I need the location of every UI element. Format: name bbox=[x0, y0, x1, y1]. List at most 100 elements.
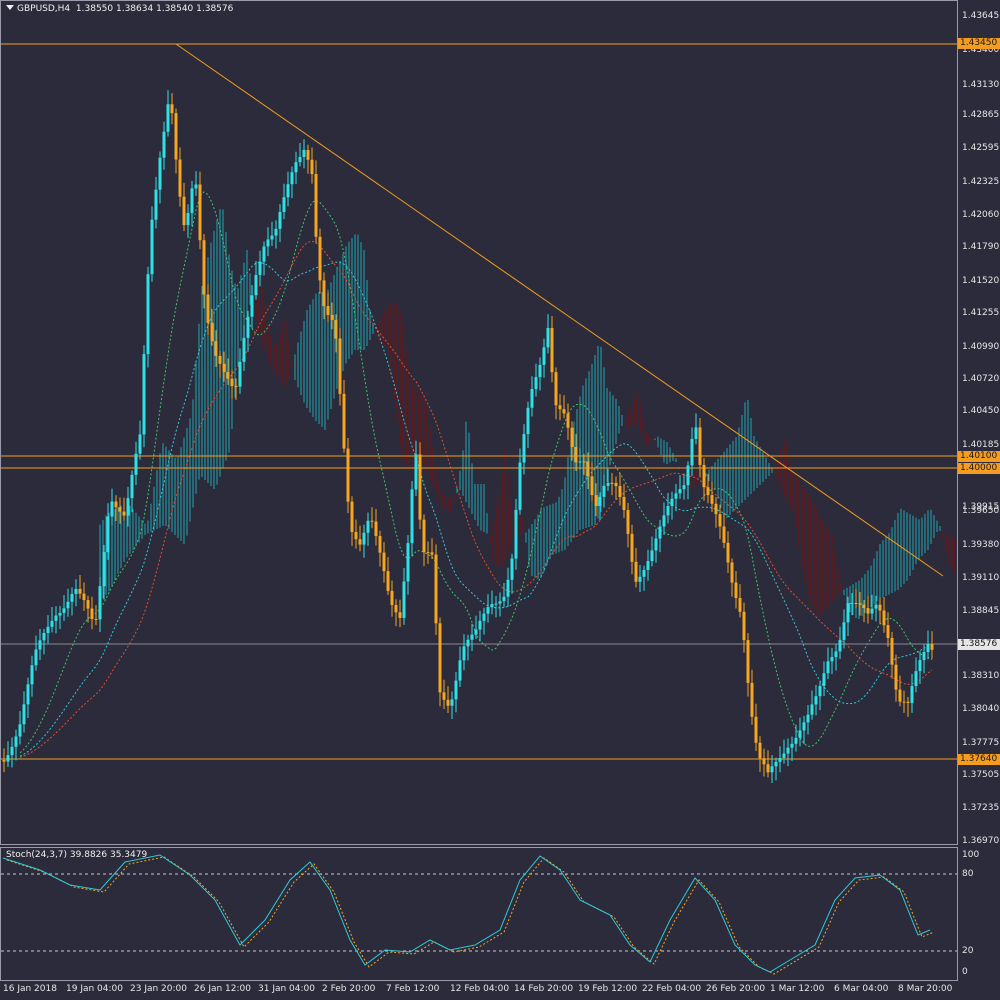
candle-body bbox=[46, 626, 50, 633]
candle-body bbox=[282, 197, 286, 213]
date-tick: 1 Mar 12:00 bbox=[770, 984, 825, 994]
candle-body bbox=[554, 372, 558, 406]
candle-body bbox=[574, 447, 578, 463]
price-tick: 1.42325 bbox=[962, 177, 1000, 187]
candle-body bbox=[50, 620, 54, 627]
candle-body bbox=[746, 640, 750, 683]
price-tick: 1.41520 bbox=[962, 276, 1000, 286]
candle-body bbox=[170, 104, 174, 114]
candle-body bbox=[238, 361, 242, 387]
symbol-label: GBPUSD,H4 bbox=[17, 4, 71, 14]
trendline bbox=[175, 43, 944, 577]
candle-body bbox=[146, 274, 150, 355]
candle-body bbox=[682, 485, 686, 490]
candle-body bbox=[410, 489, 414, 544]
candle-body bbox=[362, 532, 366, 545]
price-tick: 1.41255 bbox=[962, 308, 1000, 318]
candle-body bbox=[558, 405, 562, 410]
candle-body bbox=[734, 582, 738, 598]
chevron-down-icon[interactable] bbox=[6, 5, 14, 10]
candle-body bbox=[254, 274, 258, 296]
candle-body bbox=[214, 341, 218, 356]
candle-body bbox=[686, 465, 690, 486]
candle-body bbox=[118, 507, 122, 512]
candle-body bbox=[82, 593, 86, 601]
candle-body bbox=[14, 736, 18, 747]
candle-body bbox=[570, 427, 574, 448]
ma-slow-line bbox=[19, 240, 933, 758]
candle-body bbox=[906, 701, 910, 703]
candle-body bbox=[846, 603, 850, 623]
candle-body bbox=[406, 543, 410, 582]
candle-body bbox=[902, 701, 906, 703]
date-tick: 22 Feb 04:00 bbox=[642, 984, 702, 994]
candle-body bbox=[230, 378, 234, 387]
candle-body bbox=[642, 569, 646, 577]
price-tick: 1.39650 bbox=[962, 506, 1000, 516]
price-tick: 1.42865 bbox=[962, 110, 1000, 120]
date-tick: 26 Jan 12:00 bbox=[194, 984, 251, 994]
candle-body bbox=[166, 104, 170, 132]
candle-body bbox=[630, 533, 634, 562]
candle-body bbox=[818, 685, 822, 697]
candle-body bbox=[454, 680, 458, 700]
candle-body bbox=[210, 322, 214, 342]
candle-body bbox=[90, 608, 94, 619]
candle-body bbox=[258, 261, 262, 275]
candle-body bbox=[578, 461, 582, 463]
candle-body bbox=[342, 393, 346, 449]
candle-body bbox=[366, 520, 370, 533]
price-tick: 1.37775 bbox=[962, 738, 1000, 748]
price-tick: 1.38845 bbox=[962, 606, 1000, 616]
candle-body bbox=[234, 386, 238, 388]
candle-body bbox=[858, 603, 862, 605]
candle-body bbox=[394, 604, 398, 613]
candle-body bbox=[930, 643, 934, 650]
candle-body bbox=[290, 172, 294, 185]
candle-body bbox=[646, 561, 650, 570]
price-tick: 1.37235 bbox=[962, 803, 1000, 813]
candles bbox=[2, 90, 934, 784]
candle-body bbox=[850, 602, 854, 604]
candle-body bbox=[786, 747, 790, 754]
candle-body bbox=[202, 240, 206, 295]
candle-body bbox=[834, 651, 838, 658]
stoch-main-line bbox=[2, 854, 931, 973]
candle-body bbox=[462, 646, 466, 661]
stoch-tick: 80 bbox=[962, 869, 974, 879]
candle-body bbox=[830, 657, 834, 662]
price-tick: 1.36970 bbox=[962, 836, 1000, 846]
candle-body bbox=[26, 684, 30, 705]
candle-body bbox=[446, 699, 450, 706]
candle-body bbox=[38, 640, 42, 650]
price-chart-pane[interactable] bbox=[0, 0, 958, 845]
candle-body bbox=[110, 501, 114, 517]
candle-body bbox=[350, 501, 354, 532]
candle-body bbox=[94, 618, 98, 620]
date-tick: 2 Feb 20:00 bbox=[322, 984, 376, 994]
candle-body bbox=[294, 162, 298, 173]
candle-body bbox=[878, 604, 882, 611]
candle-body bbox=[434, 554, 438, 624]
candle-body bbox=[418, 454, 422, 520]
candle-body bbox=[114, 501, 118, 508]
date-tick: 31 Jan 04:00 bbox=[258, 984, 315, 994]
candle-body bbox=[206, 294, 210, 323]
candle-body bbox=[130, 474, 134, 499]
candle-body bbox=[678, 489, 682, 494]
candle-body bbox=[890, 637, 894, 665]
stochastic-pane[interactable] bbox=[0, 847, 958, 981]
candle-body bbox=[226, 372, 230, 379]
price-tick: 1.42595 bbox=[962, 143, 1000, 153]
candle-body bbox=[550, 327, 554, 373]
candle-body bbox=[298, 156, 302, 163]
candle-body bbox=[58, 612, 62, 616]
candle-body bbox=[358, 539, 362, 545]
candle-body bbox=[750, 682, 754, 717]
candle-body bbox=[2, 760, 6, 762]
candle-body bbox=[438, 623, 442, 693]
candle-body bbox=[838, 639, 842, 652]
candle-body bbox=[714, 503, 718, 515]
candle-body bbox=[662, 515, 666, 527]
